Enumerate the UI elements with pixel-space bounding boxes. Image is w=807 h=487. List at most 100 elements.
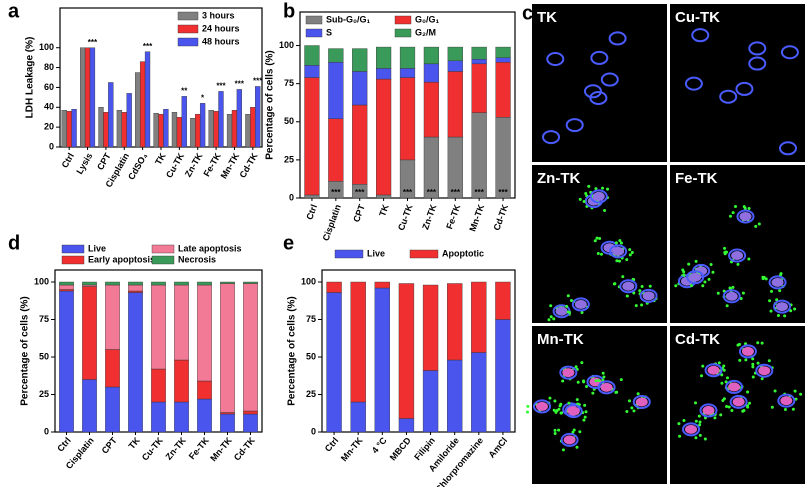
stain: [567, 310, 571, 314]
nucleus: [590, 50, 609, 65]
stain: [756, 361, 760, 365]
stain: [618, 239, 622, 243]
x-tick-label: Zn-TK: [420, 203, 438, 231]
stain: [594, 187, 598, 191]
stain: [601, 371, 605, 375]
stain: [698, 423, 702, 427]
stain: [598, 236, 602, 240]
stain: [700, 374, 704, 378]
stain: [716, 291, 720, 295]
nucleus: [608, 31, 627, 46]
stain: [751, 375, 755, 379]
nucleus-fill: [574, 299, 587, 309]
stain: [597, 379, 601, 383]
stain: [703, 437, 707, 441]
bar: [79, 47, 86, 148]
bar: [151, 281, 166, 286]
nucleus: [719, 89, 738, 104]
stain: [682, 273, 686, 277]
bar: [471, 46, 487, 60]
bar: [236, 89, 243, 148]
x-tick-label: MBCD: [388, 435, 413, 462]
bar: [213, 111, 219, 148]
bar: [190, 118, 196, 148]
stain: [552, 408, 556, 412]
nucleus-fill: [622, 281, 635, 291]
legend-label: Live: [367, 248, 385, 258]
nucleus-fill: [702, 405, 715, 415]
legend-swatch: [151, 244, 175, 254]
bar: [174, 401, 189, 433]
nucleus-fill: [771, 277, 784, 287]
panel-label: c: [522, 2, 533, 24]
y-tick-label: 0: [44, 426, 49, 436]
nucleus: [728, 248, 747, 263]
stain: [575, 445, 579, 449]
bar: [226, 114, 233, 148]
nucleus-fill: [780, 396, 793, 406]
bar: [328, 62, 344, 119]
nucleus: [533, 399, 552, 414]
bar: [243, 281, 258, 284]
bar: [121, 112, 127, 148]
bar: [326, 281, 342, 293]
nucleus: [571, 297, 590, 312]
legend-swatch: [61, 255, 85, 265]
nucleus-fill: [642, 291, 655, 301]
y-tick-label: 20: [44, 122, 54, 132]
stain: [681, 268, 685, 272]
stain: [756, 341, 760, 345]
stain: [722, 364, 726, 368]
stain: [614, 241, 618, 245]
stain: [619, 241, 623, 245]
legend-label: Apoptotic: [442, 248, 484, 258]
stain: [582, 200, 586, 204]
significance: ***: [331, 188, 341, 197]
legend-swatch: [177, 11, 199, 21]
bar: [171, 112, 178, 148]
stain: [698, 433, 702, 437]
nucleus: [686, 270, 705, 285]
nucleus: [560, 432, 579, 447]
stain: [636, 392, 640, 396]
stain: [778, 289, 782, 293]
stain: [717, 361, 721, 365]
stain: [711, 270, 715, 274]
nucleus: [546, 52, 565, 67]
bar: [423, 63, 439, 83]
bar: [128, 290, 143, 293]
nucleus-fill: [612, 246, 625, 256]
bar: [84, 47, 91, 148]
nucleus-fill: [685, 424, 698, 434]
nucleus: [691, 28, 710, 43]
stain: [628, 248, 632, 252]
x-tick-label: 4 °C: [370, 435, 389, 455]
stain: [746, 404, 750, 408]
stain: [713, 416, 717, 420]
x-tick-label: Ctrl: [304, 203, 319, 221]
stain: [632, 291, 636, 295]
bar: [245, 114, 251, 148]
micrograph: [532, 326, 667, 484]
bar: [447, 71, 463, 138]
micrograph-label: Mn-TK: [537, 331, 584, 348]
x-tick-label: Fe-TK: [444, 203, 462, 231]
significance: ***: [451, 188, 461, 197]
x-tick-label: Cd-TK: [237, 151, 259, 180]
bar: [250, 107, 256, 148]
stain: [555, 409, 559, 413]
stain: [566, 294, 570, 298]
y-tick-label: 25: [284, 154, 294, 164]
stain: [599, 252, 603, 256]
significance: ***: [498, 188, 508, 197]
stain: [578, 430, 582, 434]
stain: [561, 448, 565, 452]
panel-label: e: [283, 232, 294, 254]
nucleus-fill: [728, 382, 741, 392]
nucleus-fill: [689, 272, 702, 282]
legend-swatch: [394, 15, 412, 25]
bar: [304, 65, 320, 78]
nucleus: [777, 393, 796, 408]
bar: [98, 107, 104, 148]
bar: [422, 284, 439, 371]
